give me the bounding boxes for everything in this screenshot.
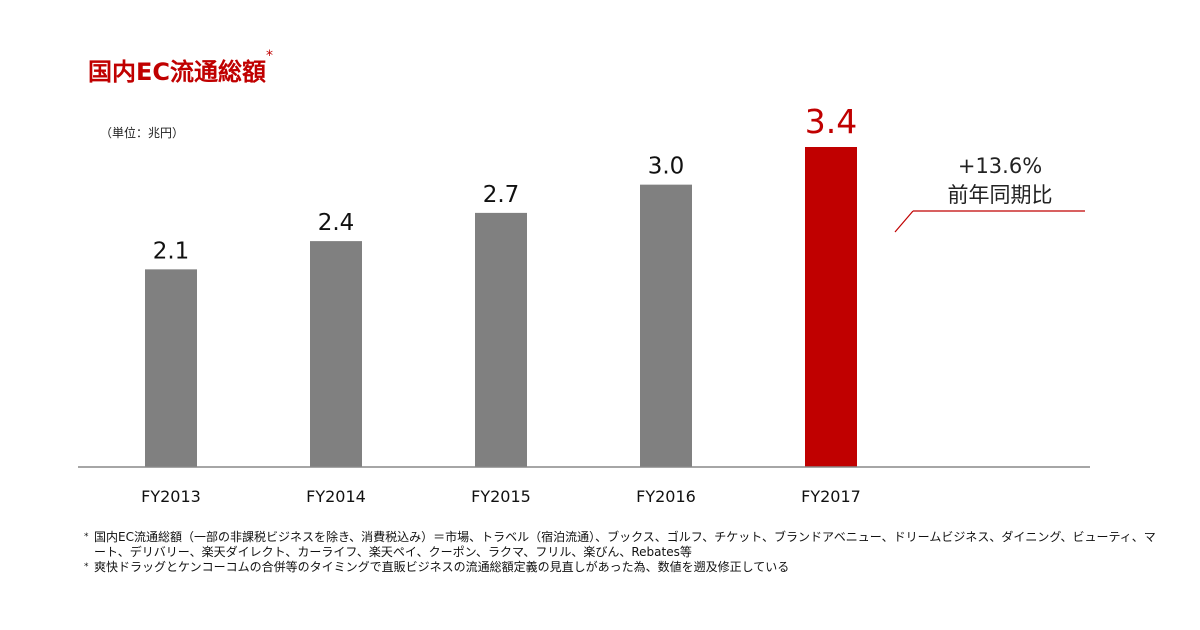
bar-fy2013 — [145, 269, 197, 467]
chart-title-text: 国内EC流通総額 — [88, 58, 267, 86]
value-label-fy2016: 3.0 — [648, 154, 685, 180]
footnote-2-mark: * — [84, 562, 89, 572]
value-label-fy2013: 2.1 — [153, 238, 190, 264]
growth-label: 前年同期比 — [947, 183, 1053, 207]
value-labels: 2.1 2.4 2.7 3.0 3.4 — [153, 102, 858, 264]
footnote-2-text: 爽快ドラッグとケンコーコムの合併等のタイミングで直販ビジネスの流通総額定義の見直… — [94, 560, 790, 574]
chart-title: 国内EC流通総額* — [88, 48, 273, 87]
x-tick-fy2013: FY2013 — [141, 487, 201, 506]
footnotes: * 国内EC流通総額（一部の非課税ビジネスを除き、消費税込み）＝市場、トラベル（宿… — [84, 530, 1164, 575]
growth-callout: +13.6% 前年同期比 — [925, 152, 1075, 210]
bar-fy2017 — [805, 147, 857, 467]
x-tick-fy2017: FY2017 — [801, 487, 861, 506]
bar-chart: FY2013 FY2014 FY2015 FY2016 FY2017 2.1 2.4 2.7… — [78, 102, 1090, 506]
growth-pointer — [894, 210, 914, 233]
footnote-2: * 爽快ドラッグとケンコーコムの合併等のタイミングで直販ビジネスの流通総額定義の見… — [84, 560, 1164, 575]
bars-group — [145, 147, 857, 467]
value-label-fy2014: 2.4 — [318, 210, 355, 236]
title-footnote-mark: * — [266, 48, 274, 64]
x-tick-fy2014: FY2014 — [306, 487, 366, 506]
x-tick-fy2015: FY2015 — [471, 487, 531, 506]
unit-label: （単位：兆円） — [100, 126, 185, 140]
footnote-1: * 国内EC流通総額（一部の非課税ビジネスを除き、消費税込み）＝市場、トラベル（宿… — [84, 530, 1164, 560]
bar-fy2014 — [310, 241, 362, 467]
bar-fy2015 — [475, 212, 527, 467]
value-label-fy2015: 2.7 — [483, 182, 520, 208]
growth-value: +13.6% — [957, 154, 1043, 178]
x-tick-labels: FY2013 FY2014 FY2015 FY2016 FY2017 — [141, 487, 861, 506]
value-label-fy2017: 3.4 — [805, 102, 857, 141]
footnote-1-mark: * — [84, 532, 89, 542]
bar-fy2016 — [640, 184, 692, 467]
x-tick-fy2016: FY2016 — [636, 487, 696, 506]
footnote-1-text: 国内EC流通総額（一部の非課税ビジネスを除き、消費税込み）＝市場、トラベル（宿泊… — [94, 530, 1156, 559]
